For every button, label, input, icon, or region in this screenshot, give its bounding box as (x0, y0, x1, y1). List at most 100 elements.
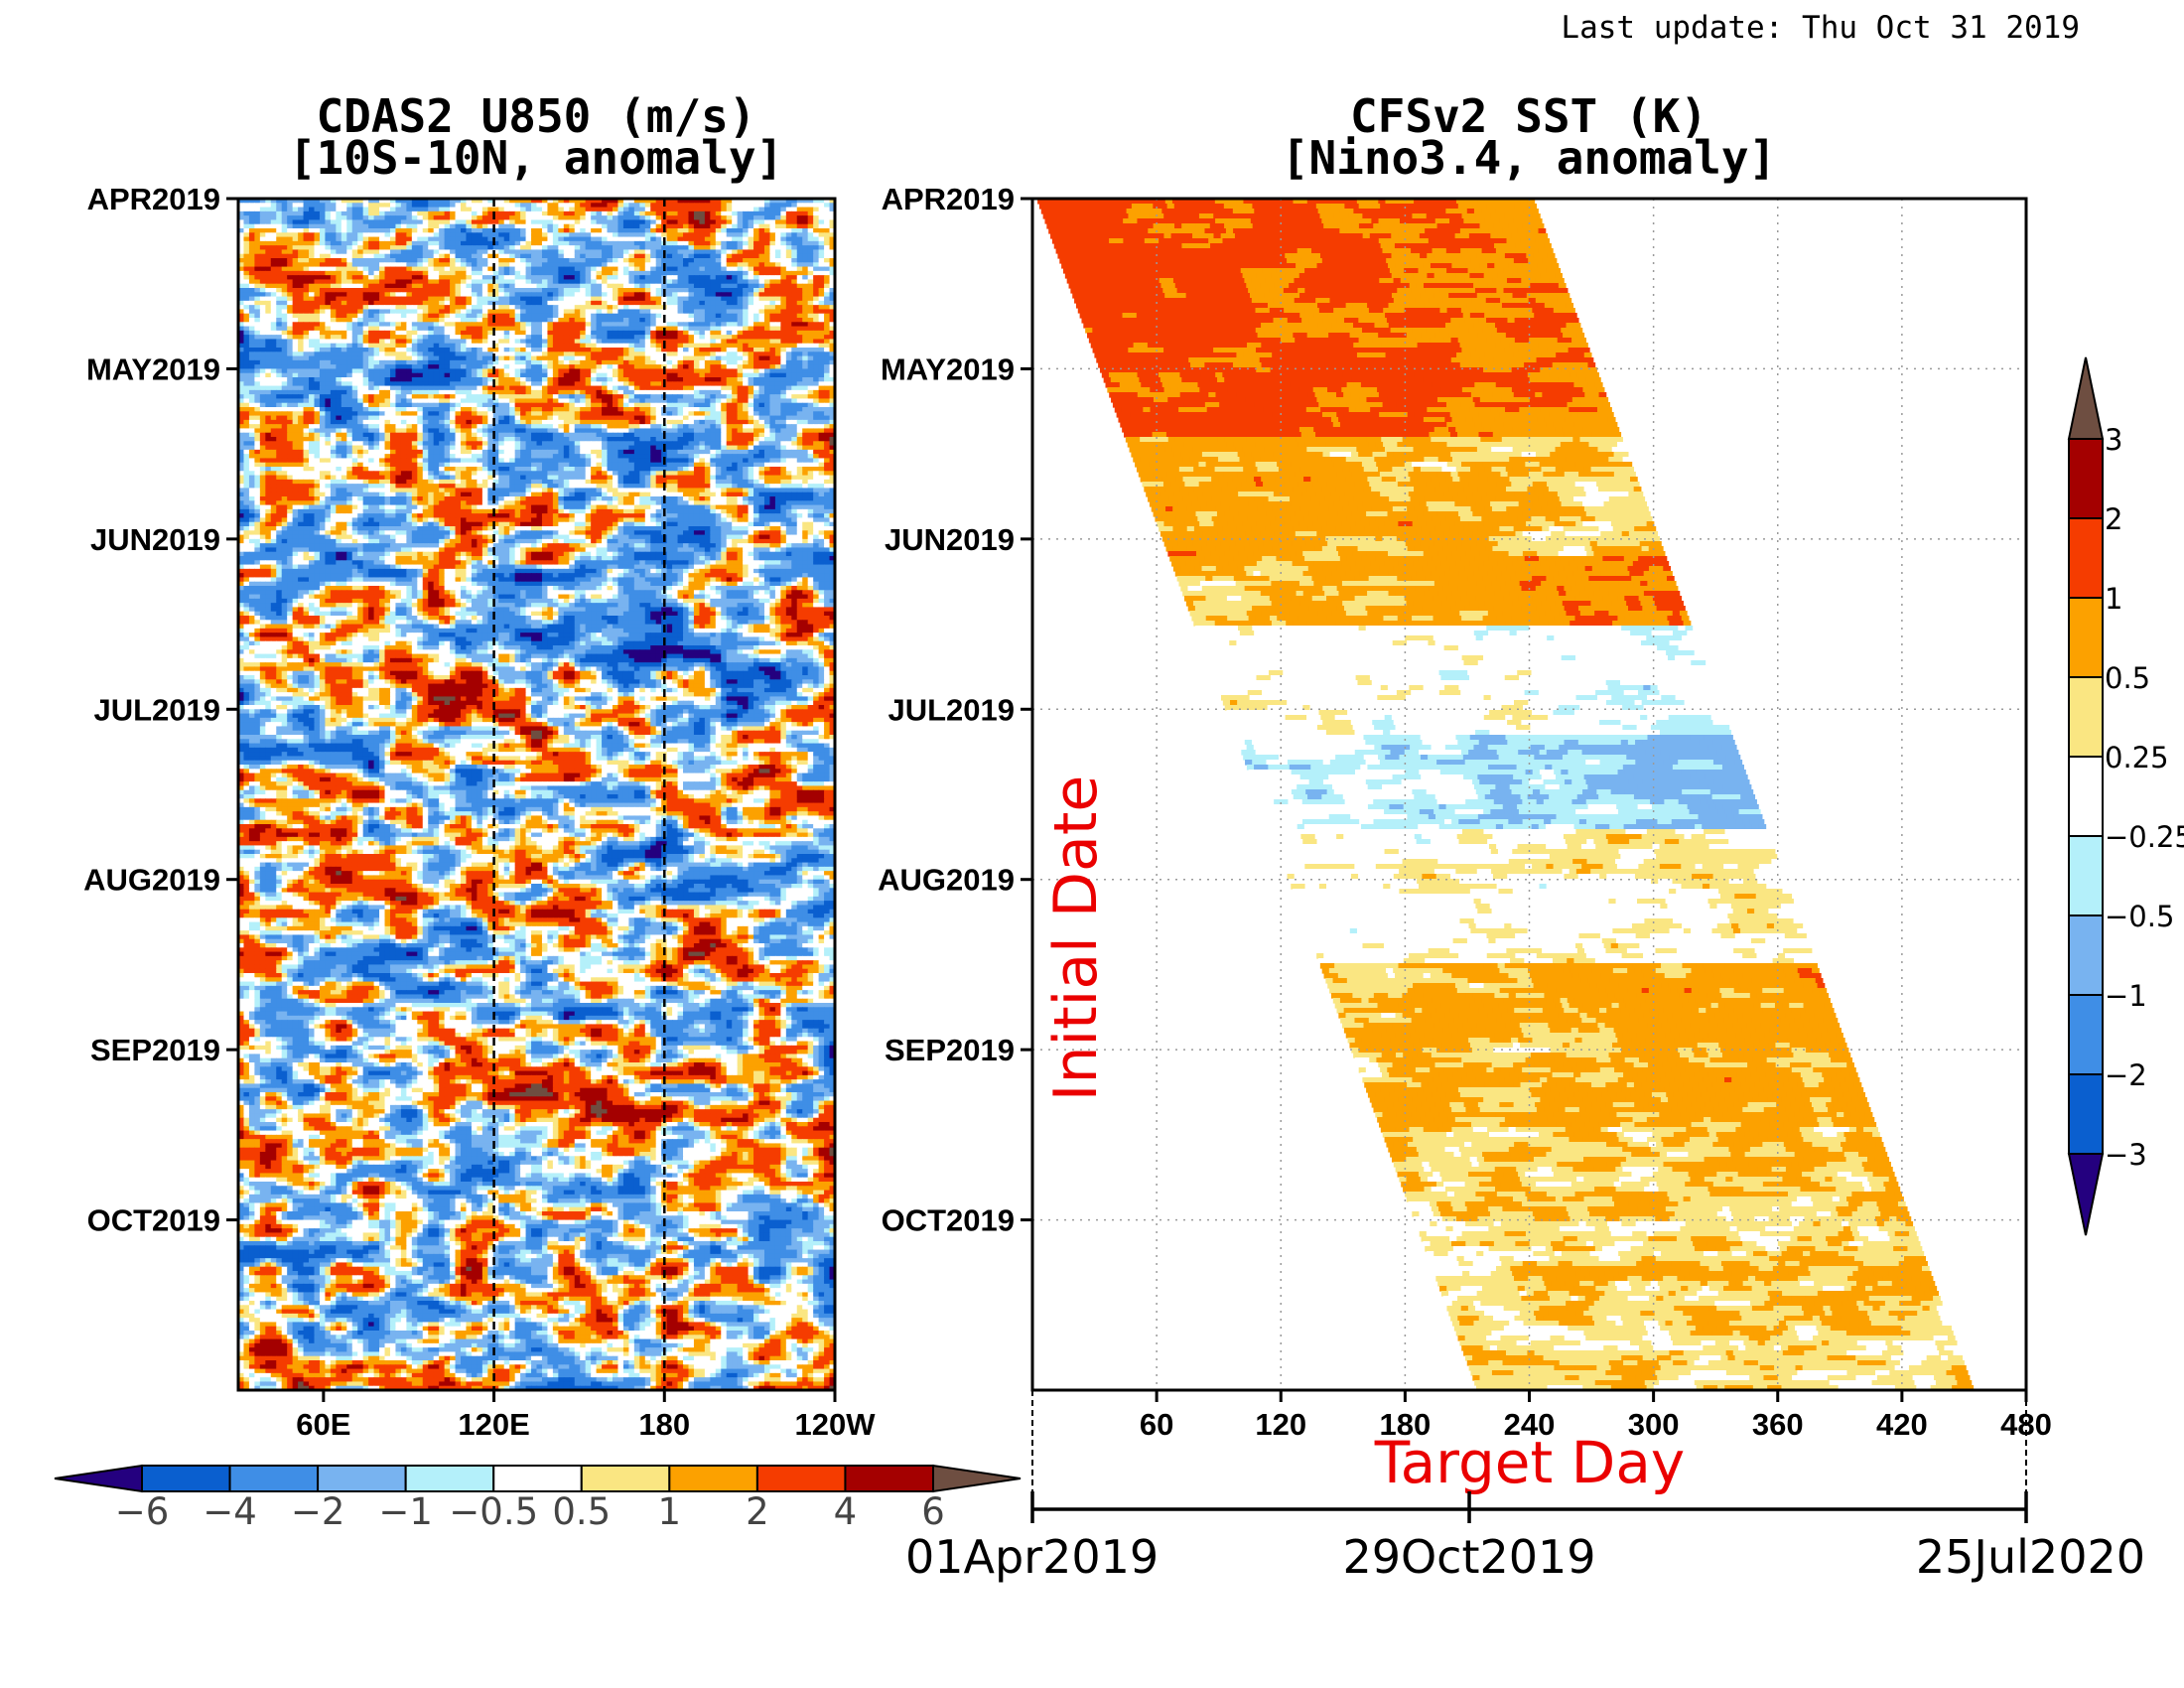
u850-heatmap-cell (472, 208, 478, 212)
u850-heatmap-cell (336, 228, 341, 233)
u850-heatmap-cell (597, 219, 603, 224)
u850-heatmap-cell (602, 208, 608, 212)
u850-heatmap-cell (721, 228, 727, 233)
u850-heatmap-cell (558, 211, 564, 216)
u850-heatmap-cell (390, 237, 396, 242)
u850-heatmap-cell (379, 219, 385, 224)
u850-heatmap-cell (553, 237, 559, 242)
u850-heatmap-cell (509, 241, 515, 246)
u850-heatmap-cell (667, 241, 673, 246)
u850-heatmap-cell (304, 232, 310, 237)
u850-heatmap-cell (802, 208, 808, 212)
u850-heatmap-cell (243, 224, 249, 229)
u850-heatmap-cell (699, 241, 705, 246)
u850-heatmap-cell (775, 224, 781, 229)
u850-heatmap-cell (298, 245, 304, 250)
u850-heatmap-cell (564, 219, 570, 224)
u850-heatmap-cell (667, 232, 673, 237)
u850-heatmap-cell (661, 232, 667, 237)
u850-heatmap-cell (775, 211, 781, 216)
u850-heatmap-cell (634, 241, 640, 246)
u850-heatmap-cell (597, 224, 603, 229)
u850-heatmap-cell (617, 211, 623, 216)
u850-heatmap-cell (309, 245, 315, 250)
u850-heatmap-cell (336, 224, 341, 229)
u850-heatmap-cell (320, 241, 326, 246)
u850-heatmap-cell (813, 241, 819, 246)
u850-heatmap-cell (472, 228, 478, 233)
u850-heatmap-cell (456, 228, 462, 233)
u850-heatmap-cell (456, 211, 462, 216)
u850-heatmap-cell (791, 215, 797, 220)
u850-heatmap-cell (450, 215, 456, 220)
u850-heatmap-cell (406, 208, 412, 212)
u850-heatmap-cell (586, 215, 592, 220)
u850-heatmap-cell (738, 241, 744, 246)
u850-heatmap-cell (710, 237, 716, 242)
u850-heatmap-cell (613, 208, 618, 212)
u850-heatmap-cell (445, 203, 451, 208)
u850-heatmap-cell (716, 224, 722, 229)
u850-heatmap-cell (520, 219, 526, 224)
u850-heatmap-cell (639, 228, 645, 233)
u850-heatmap-cell (254, 241, 260, 246)
u850-heatmap-cell (749, 228, 754, 233)
u850-heatmap-cell (824, 203, 830, 208)
u850-heatmap-cell (428, 237, 434, 242)
u850-heatmap-cell (504, 219, 510, 224)
u850-heatmap-cell (265, 219, 271, 224)
u850-heatmap-cell (331, 208, 337, 212)
u850-heatmap-cell (531, 232, 537, 237)
u850-heatmap-cell (385, 215, 391, 220)
u850-heatmap-cell (634, 228, 640, 233)
u850-heatmap-cell (547, 203, 553, 208)
u850-heatmap-cell (769, 211, 775, 216)
u850-heatmap-cell (537, 241, 543, 246)
u850-heatmap-cell (379, 203, 385, 208)
u850-heatmap-cell (346, 203, 352, 208)
u850-heatmap-cell (650, 208, 656, 212)
u850-heatmap-cell (504, 241, 510, 246)
u850-heatmap-cell (727, 241, 733, 246)
u850-heatmap-cell (325, 228, 331, 233)
u850-heatmap-cell (769, 241, 775, 246)
u850-heatmap-cell (553, 203, 559, 208)
u850-heatmap-cell (791, 211, 797, 216)
u850-heatmap-cell (395, 232, 401, 237)
u850-heatmap-cell (656, 208, 662, 212)
u850-heatmap-cell (749, 211, 754, 216)
u850-heatmap-cell (320, 208, 326, 212)
u850-heatmap-cell (688, 211, 694, 216)
u850-heatmap-cell (547, 241, 553, 246)
u850-heatmap-cell (819, 208, 825, 212)
u850-heatmap-cell (586, 228, 592, 233)
u850-heatmap-cell (434, 208, 440, 212)
u850-heatmap-cell (586, 232, 592, 237)
u850-heatmap-cell (401, 203, 407, 208)
u850-heatmap-cell (282, 232, 288, 237)
u850-heatmap-cell (331, 228, 337, 233)
u850-heatmap-cell (683, 203, 689, 208)
u850-heatmap-cell (309, 215, 315, 220)
u850-heatmap-cell (628, 232, 634, 237)
u850-heatmap-cell (645, 208, 651, 212)
u850-heatmap-cell (639, 215, 645, 220)
u850-heatmap-cell (526, 219, 532, 224)
u850-heatmap-cell (445, 241, 451, 246)
u850-heatmap-cell (558, 203, 564, 208)
u850-heatmap-cell (819, 203, 825, 208)
u850-heatmap-cell (580, 232, 586, 237)
u850-heatmap-cell (325, 203, 331, 208)
u850-heatmap-cell (753, 203, 759, 208)
u850-heatmap-cell (617, 208, 623, 212)
u850-heatmap-cell (477, 208, 482, 212)
u850-heatmap-cell (385, 232, 391, 237)
u850-heatmap-cell (434, 203, 440, 208)
u850-heatmap-cell (678, 232, 684, 237)
u850-heatmap-cell (309, 232, 315, 237)
u850-heatmap-cell (314, 203, 320, 208)
u850-heatmap-cell (586, 241, 592, 246)
u850-heatmap-cell (634, 219, 640, 224)
u850-heatmap-cell (249, 215, 255, 220)
u850-heatmap-cell (721, 215, 727, 220)
